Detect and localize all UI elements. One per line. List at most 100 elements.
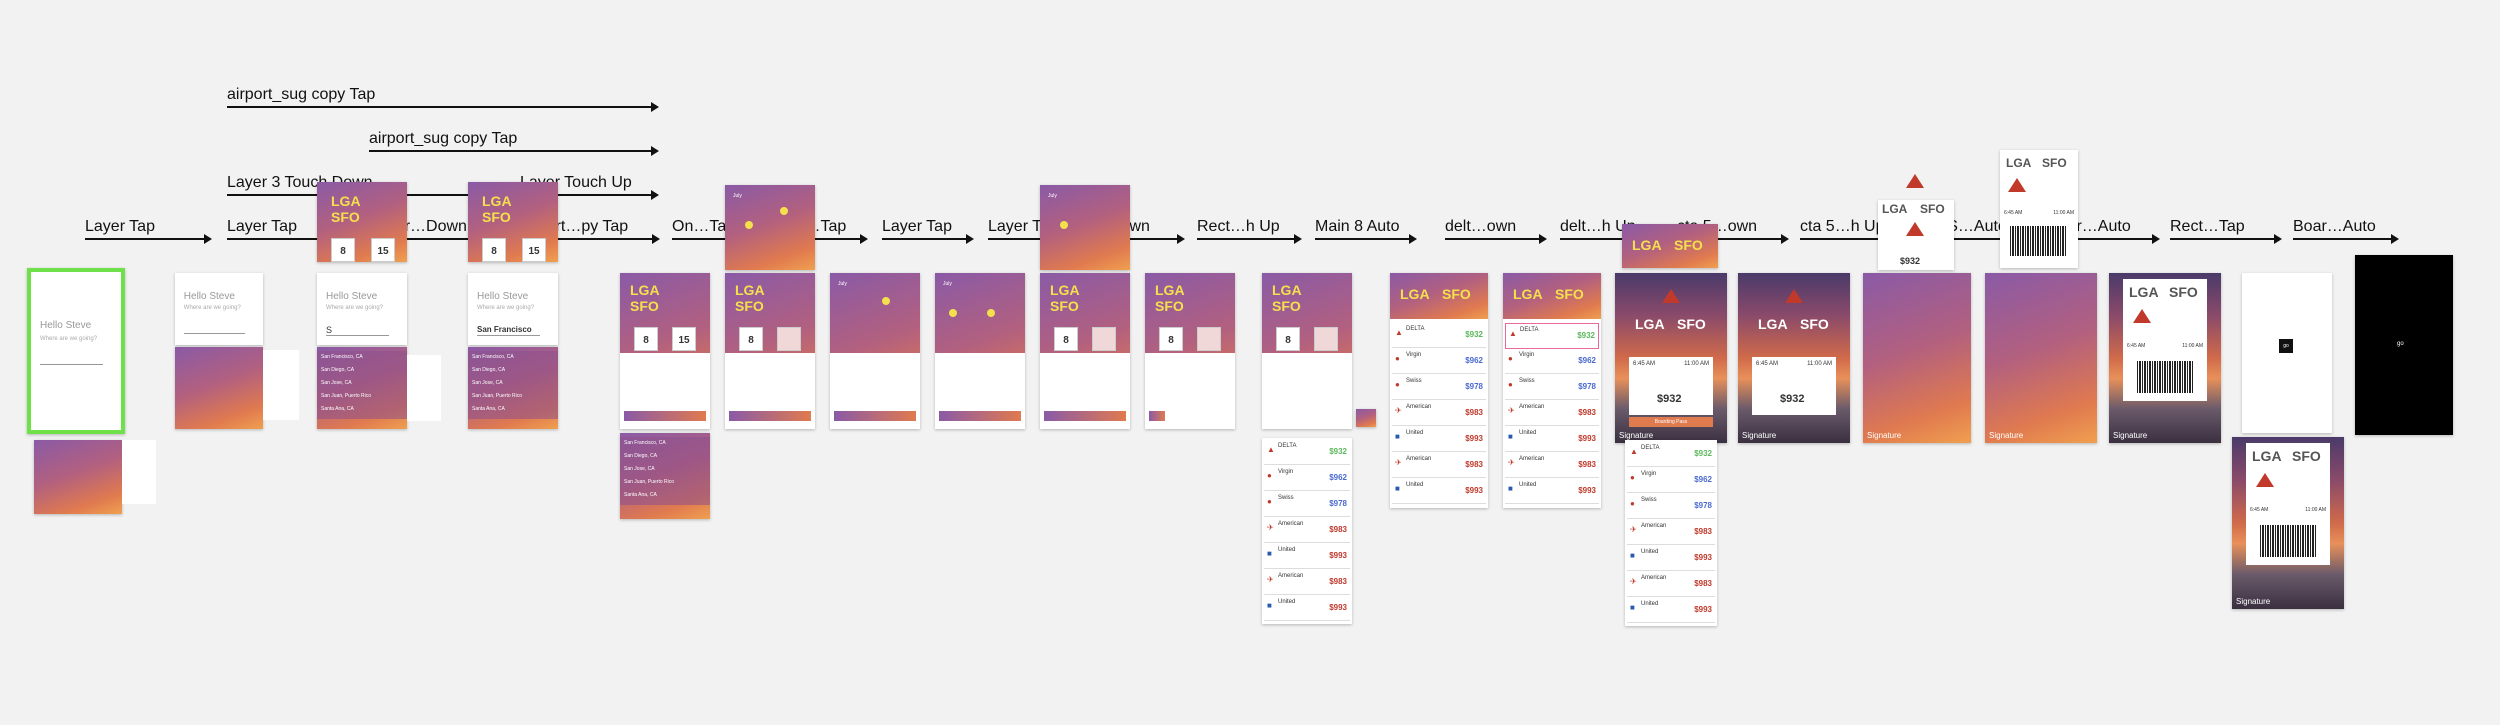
screen-calendar[interactable]: July (935, 273, 1025, 429)
selected-day-dot[interactable] (949, 309, 957, 317)
flight-row[interactable]: ▲ DELTA $932 (1627, 442, 1715, 467)
suggestion-item[interactable]: San Juan, Puerto Rico (321, 393, 372, 399)
screen-flights-selected[interactable]: LGA SFO ▲ DELTA $932 ● Virgin $962 ● Swiss $97… (1503, 273, 1601, 508)
depart-date-box[interactable]: 8 (1159, 327, 1183, 351)
calendar-popup[interactable]: July (725, 185, 815, 270)
flight-row[interactable]: ■ United $993 (1627, 546, 1715, 571)
return-date-box[interactable] (1197, 327, 1221, 351)
flight-row[interactable]: ■ United $993 (1264, 544, 1350, 569)
flight-row[interactable]: ● Swiss $978 (1392, 375, 1486, 400)
suggestion-item[interactable]: San Francisco, CA (321, 354, 363, 360)
suggestions-list[interactable]: San Francisco, CA San Diego, CA San Jose… (468, 347, 558, 429)
search-button[interactable] (834, 411, 916, 421)
depart-date-box[interactable]: 8 (739, 327, 763, 351)
screen-flights[interactable]: LGA SFO ▲ DELTA $932 ● Virgin $962 ● Swiss $97… (1390, 273, 1488, 508)
selected-day-dot[interactable] (987, 309, 995, 317)
return-date-box[interactable]: 15 (522, 238, 546, 262)
depart-date-box[interactable]: 8 (1276, 327, 1300, 351)
screen-calendar[interactable]: July (830, 273, 920, 429)
flight-row[interactable]: ● Swiss $978 (1264, 492, 1350, 517)
screen-route-overlay[interactable]: LGA SFO 8 15 (468, 182, 558, 262)
suggestion-item[interactable]: Santa Ana, CA (472, 406, 505, 412)
selected-day-dot[interactable] (780, 207, 788, 215)
selected-day-dot[interactable] (882, 297, 890, 305)
flight-row[interactable]: ✈ American $983 (1627, 572, 1715, 597)
screen-black[interactable]: go (2355, 255, 2453, 435)
depart-date-box[interactable]: 8 (1054, 327, 1078, 351)
screen-booking[interactable]: LGA SFO 8 (725, 273, 815, 429)
screen-booking[interactable]: LGA SFO 8 (1262, 273, 1352, 429)
screen-typing[interactable]: Hello Steve Where are we going? S (317, 273, 407, 345)
flight-row[interactable]: ■ United $993 (1627, 598, 1715, 623)
suggestion-item[interactable]: San Juan, Puerto Rico (624, 479, 675, 485)
suggestion-item[interactable]: San Diego, CA (321, 367, 355, 373)
depart-date-box[interactable]: 8 (331, 238, 355, 262)
boarding-pass-button[interactable]: Boarding Pass (1629, 417, 1713, 427)
suggestions-list[interactable]: San Francisco, CA San Diego, CA San Jose… (317, 347, 407, 429)
screen-transition[interactable]: Signature (1863, 273, 1971, 443)
depart-date-box[interactable]: 8 (482, 238, 506, 262)
search-button[interactable] (1044, 411, 1126, 421)
go-button[interactable]: go (2279, 339, 2293, 353)
return-date-box[interactable]: 15 (371, 238, 395, 262)
flight-results-list[interactable]: ▲ DELTA $932 ● Virgin $962 ● Swiss $978 ✈ Ameri… (1625, 440, 1717, 626)
screen-blank[interactable]: go (2242, 273, 2332, 433)
flight-row[interactable]: ✈ American $983 (1505, 453, 1599, 478)
return-date-box[interactable] (1314, 327, 1338, 351)
screen-route-overlay[interactable]: LGA SFO 8 15 (317, 182, 407, 262)
suggestion-item[interactable]: San Juan, Puerto Rico (472, 393, 523, 399)
screen-flight-detail[interactable]: LGA SFO 6:45 AM 11:00 AM $932 Signature (1738, 273, 1850, 443)
flight-row[interactable]: ▲ DELTA $932 (1264, 440, 1350, 465)
flight-row[interactable]: ● Swiss $978 (1627, 494, 1715, 519)
screen-greeting[interactable]: Hello Steve Where are we going? (175, 273, 263, 345)
screen-booking[interactable]: LGA SFO 8 (1145, 273, 1235, 429)
suggestion-item[interactable]: San Jose, CA (472, 380, 503, 386)
search-button[interactable] (624, 411, 706, 421)
screen-transition[interactable]: Signature (1985, 273, 2097, 443)
search-button[interactable] (939, 411, 1021, 421)
suggestion-item[interactable]: San Diego, CA (472, 367, 506, 373)
flight-row[interactable]: ● Virgin $962 (1627, 468, 1715, 493)
flight-row[interactable]: ● Virgin $962 (1264, 466, 1350, 491)
flight-row[interactable]: ✈ American $983 (1505, 401, 1599, 426)
screen-boarding-pass[interactable]: LGA SFO 6:45 AM 11:00 AM Signature (2232, 437, 2344, 609)
return-date-box[interactable] (777, 327, 801, 351)
screen-boarding-pass[interactable]: LGA SFO 6:45 AM 11:00 AM Signature (2109, 273, 2221, 443)
flight-row[interactable]: ● Virgin $962 (1392, 349, 1486, 374)
screen-booking[interactable]: LGA SFO 8 15 (620, 273, 710, 429)
suggestion-item[interactable]: San Jose, CA (321, 380, 352, 386)
flight-row[interactable]: ■ United $993 (1392, 479, 1486, 504)
flight-row[interactable]: ■ United $993 (1392, 427, 1486, 452)
flight-row[interactable]: ● Virgin $962 (1505, 349, 1599, 374)
flight-row[interactable]: ■ United $993 (1264, 596, 1350, 621)
return-date-box[interactable] (1092, 327, 1116, 351)
screen-typing-full[interactable]: Hello Steve Where are we going? San Fran… (468, 273, 558, 345)
flight-row[interactable]: ■ United $993 (1505, 479, 1599, 504)
screen-start[interactable]: Hello Steve Where are we going? (27, 268, 125, 434)
flight-row[interactable]: ● Swiss $978 (1505, 375, 1599, 400)
flight-results-list[interactable]: ▲ DELTA $932 ● Virgin $962 ● Swiss $978 ✈ Ameri… (1262, 438, 1352, 624)
suggestion-item[interactable]: San Diego, CA (624, 453, 658, 459)
screen-booking[interactable]: LGA SFO 8 (1040, 273, 1130, 429)
search-button[interactable] (729, 411, 811, 421)
suggestion-item[interactable]: San Francisco, CA (624, 440, 666, 446)
depart-date-box[interactable]: 8 (634, 327, 658, 351)
flight-row[interactable]: ✈ American $983 (1264, 518, 1350, 543)
selected-day-dot[interactable] (745, 221, 753, 229)
flight-row[interactable]: ✈ American $983 (1264, 570, 1350, 595)
suggestions-list[interactable]: San Francisco, CA San Diego, CA San Jose… (620, 433, 710, 519)
selected-day-dot[interactable] (1060, 221, 1068, 229)
screen-flight-detail[interactable]: LGA SFO 6:45 AM 11:00 AM $932 Boarding P… (1615, 273, 1727, 443)
flight-row[interactable]: ▲ DELTA $932 (1392, 323, 1486, 348)
flight-row[interactable]: ✈ American $983 (1627, 520, 1715, 545)
return-date-box[interactable]: 15 (672, 327, 696, 351)
suggestion-item[interactable]: San Francisco, CA (472, 354, 514, 360)
flight-row[interactable]: ■ United $993 (1505, 427, 1599, 452)
flight-row[interactable]: ▲ DELTA $932 (1505, 323, 1599, 349)
suggestion-item[interactable]: San Jose, CA (624, 466, 655, 472)
search-button[interactable] (1149, 411, 1165, 421)
suggestion-item[interactable]: Santa Ana, CA (624, 492, 657, 498)
flight-row[interactable]: ✈ American $983 (1392, 453, 1486, 478)
flight-row[interactable]: ✈ American $983 (1392, 401, 1486, 426)
calendar-popup[interactable]: July (1040, 185, 1130, 270)
